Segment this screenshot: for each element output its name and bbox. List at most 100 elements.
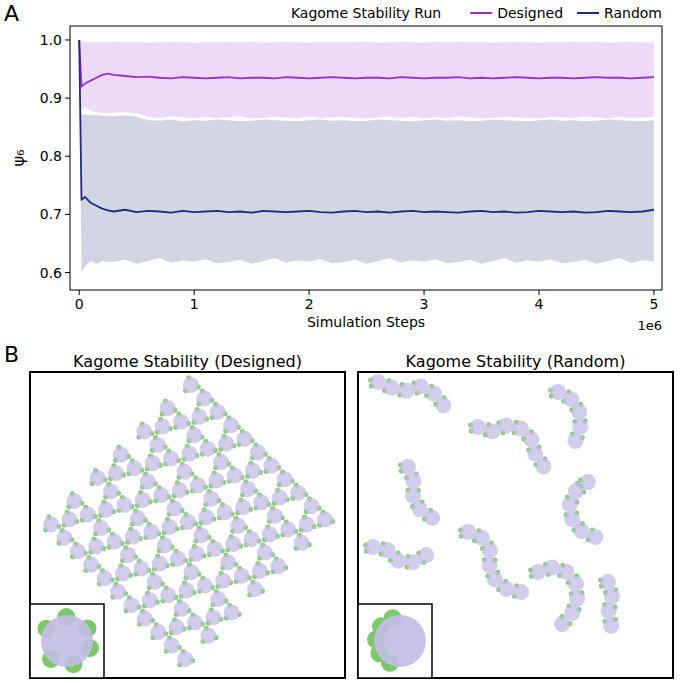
particle — [227, 468, 243, 484]
x-tick — [194, 290, 195, 295]
particle — [147, 574, 163, 590]
particle — [223, 417, 239, 433]
particle — [568, 483, 584, 499]
particle — [120, 547, 136, 563]
band — [79, 40, 654, 119]
x-tick-label: 4 — [535, 296, 544, 312]
particle — [217, 504, 233, 520]
particle — [237, 431, 253, 447]
legend-label: Random — [604, 5, 662, 21]
particle — [116, 497, 132, 513]
particle — [143, 524, 159, 540]
particle — [215, 573, 231, 589]
x-tick-label: 3 — [420, 296, 429, 312]
particle — [262, 526, 278, 542]
particle — [108, 465, 124, 481]
particle — [252, 563, 268, 579]
inset-particle — [374, 615, 426, 667]
particle — [299, 516, 315, 532]
particle — [187, 614, 203, 630]
particle — [571, 404, 587, 420]
particle — [177, 651, 193, 667]
particle — [210, 404, 226, 420]
particle — [218, 436, 234, 452]
x-tick — [539, 290, 540, 295]
particle — [170, 551, 186, 567]
particle — [205, 609, 221, 625]
particle — [234, 568, 250, 584]
particle — [203, 491, 219, 507]
particle — [110, 584, 126, 600]
particle — [390, 553, 406, 569]
particle — [603, 618, 619, 634]
particle — [186, 427, 202, 443]
particle — [43, 516, 59, 532]
particle — [83, 557, 99, 573]
particle — [604, 588, 620, 604]
particle — [181, 446, 197, 462]
particle — [247, 581, 263, 597]
particle — [267, 508, 283, 524]
particle — [80, 507, 96, 523]
particle — [200, 441, 216, 457]
particle — [574, 523, 590, 539]
particle — [184, 564, 200, 580]
particle — [90, 470, 106, 486]
particle — [172, 482, 188, 498]
particle — [207, 541, 223, 557]
particle — [460, 524, 476, 540]
particle — [140, 474, 156, 490]
particle — [435, 397, 451, 413]
chart-title: Kagome Stability Run — [291, 5, 441, 21]
y-tick — [65, 98, 70, 99]
particle — [162, 519, 178, 535]
particle — [290, 485, 306, 501]
y-tick — [65, 272, 70, 273]
image-title: Kagome Stability (Designed) — [73, 352, 302, 371]
particle — [513, 584, 529, 600]
snapshot-frame — [30, 372, 345, 678]
plot-area — [79, 40, 654, 273]
particle — [160, 400, 176, 416]
particle — [482, 542, 498, 558]
particle — [153, 487, 169, 503]
particle — [224, 605, 240, 621]
particle — [180, 514, 196, 530]
panel-label: B — [4, 342, 19, 367]
snapshot-bg — [358, 372, 673, 678]
particle — [113, 447, 129, 463]
line — [79, 40, 654, 87]
particle — [126, 460, 142, 476]
particle — [97, 570, 113, 586]
particle — [125, 529, 141, 545]
particle — [103, 483, 119, 499]
band — [79, 40, 654, 273]
particle — [244, 531, 260, 547]
particle — [191, 409, 207, 425]
inset-frame — [30, 604, 104, 678]
particle — [142, 592, 158, 608]
particle — [152, 556, 168, 572]
x-tick-label: 2 — [305, 296, 314, 312]
particle — [405, 473, 421, 489]
particle — [210, 591, 226, 607]
particle — [270, 558, 286, 574]
particle — [169, 619, 185, 635]
particle — [155, 419, 171, 435]
particle — [145, 455, 161, 471]
particle — [61, 512, 77, 528]
particle — [384, 380, 400, 396]
particle — [66, 493, 82, 509]
particle — [225, 536, 241, 552]
y-tick-label: 0.9 — [40, 90, 62, 106]
particle — [245, 463, 261, 479]
particle — [272, 490, 288, 506]
particle — [317, 512, 333, 528]
particle — [200, 628, 216, 644]
particle — [56, 530, 72, 546]
particle — [424, 510, 440, 526]
particle — [567, 433, 583, 449]
inset-particle — [41, 615, 93, 667]
particle — [130, 510, 146, 526]
particle — [554, 616, 570, 632]
